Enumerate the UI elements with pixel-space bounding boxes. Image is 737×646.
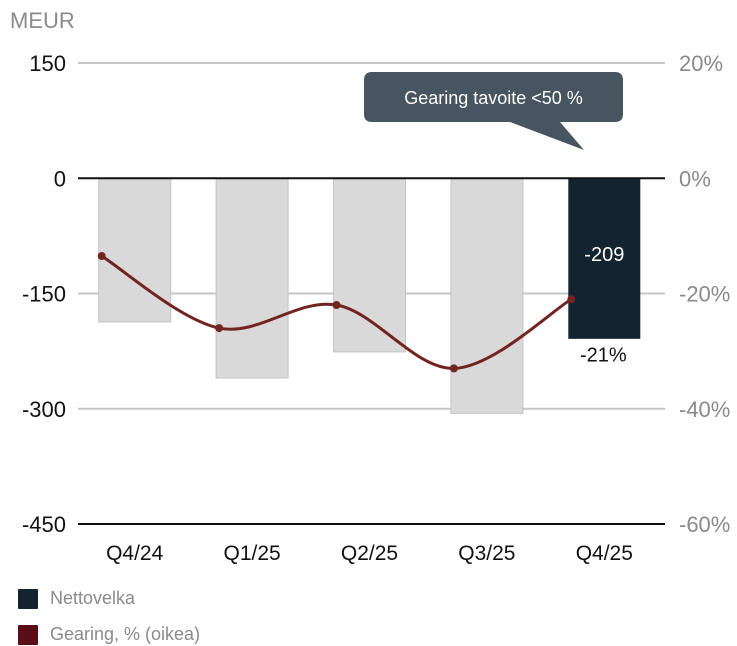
x-tick-label: Q2/25 bbox=[341, 542, 398, 565]
y-tick-right: -20% bbox=[679, 282, 730, 307]
legend-label-nettovelka: Nettovelka bbox=[50, 588, 136, 608]
callout-bubble bbox=[364, 72, 623, 150]
data-labels: -209 -21% bbox=[573, 244, 634, 368]
gearing-line bbox=[97, 252, 576, 373]
x-tick-label: Q1/25 bbox=[223, 542, 280, 565]
line-value-label-bg bbox=[573, 341, 634, 368]
y-tick-left: 150 bbox=[29, 51, 66, 76]
y-tick-right: -60% bbox=[679, 512, 730, 537]
line-value-label: -21% bbox=[580, 344, 627, 366]
bars bbox=[98, 177, 641, 414]
bar-value-label: -209 bbox=[584, 244, 624, 266]
bar bbox=[450, 177, 524, 414]
unit-label: MEUR bbox=[10, 8, 75, 33]
axis-lines bbox=[78, 177, 665, 525]
legend-swatch-nettovelka bbox=[18, 588, 38, 609]
line-point bbox=[449, 364, 458, 373]
x-tick-label: Q3/25 bbox=[458, 542, 515, 565]
legend-swatch-gearing bbox=[18, 624, 38, 645]
y-tick-right: 0% bbox=[679, 166, 711, 191]
callout-text: Gearing tavoite <50 % bbox=[404, 88, 583, 108]
y-tick-left: -150 bbox=[22, 282, 66, 307]
bar bbox=[215, 177, 289, 379]
legend-label-gearing: Gearing, % (oikea) bbox=[50, 624, 201, 644]
y-axis-ticks: 150 0 -150 -300 -450 20% 0% -20% -40% -60% bbox=[22, 51, 730, 537]
y-tick-left: -450 bbox=[22, 512, 66, 537]
x-axis-ticks: Q4/24 Q1/25 Q2/25 Q3/25 Q4/25 bbox=[106, 542, 633, 565]
y-tick-left: -300 bbox=[22, 397, 66, 422]
y-tick-right: -40% bbox=[679, 397, 730, 422]
bar bbox=[568, 178, 641, 339]
x-tick-label: Q4/25 bbox=[576, 542, 633, 565]
legend-item-nettovelka: Nettovelka bbox=[18, 588, 135, 609]
bar bbox=[98, 177, 172, 323]
line-point bbox=[215, 324, 224, 333]
line-point bbox=[567, 295, 576, 304]
y-tick-left: 0 bbox=[54, 166, 66, 191]
line-point bbox=[97, 252, 106, 261]
y-tick-right: 20% bbox=[679, 51, 723, 76]
bar bbox=[333, 177, 406, 353]
legend-item-gearing: Gearing, % (oikea) bbox=[18, 624, 200, 645]
x-tick-label: Q4/24 bbox=[106, 542, 164, 565]
gearing-target-callout: Gearing tavoite <50 % bbox=[364, 72, 623, 150]
line-point bbox=[332, 301, 341, 310]
